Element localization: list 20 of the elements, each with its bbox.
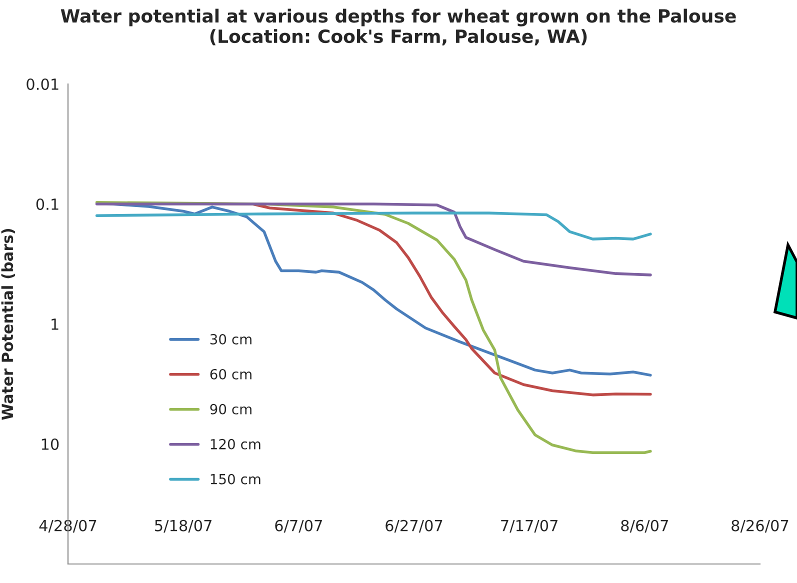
legend-label: 150 cm xyxy=(210,474,260,484)
legend-label: 30 cm xyxy=(210,334,252,344)
x-tick-label: 6/27/07 xyxy=(386,520,442,533)
y-tick-label: 1 xyxy=(52,318,58,330)
y-tick-label: 0.01 xyxy=(26,78,58,90)
line-series xyxy=(95,212,652,240)
chart-title: Water potential at various depths for wheat grown on the Palouse (Location: Cook's Farm, Palouse, WA) xyxy=(60,8,736,46)
y-axis-title: Water Potential (bars) xyxy=(1,229,15,420)
y-tick-label: 10 xyxy=(42,438,59,450)
legend-label: 60 cm xyxy=(210,368,252,380)
x-tick-label: 4/28/07 xyxy=(39,520,96,533)
legend-label: 90 cm xyxy=(210,404,252,414)
x-tick-label: 7/17/07 xyxy=(501,520,558,533)
x-tick-label: 5/18/07 xyxy=(155,520,212,533)
x-tick-label: 8/26/07 xyxy=(732,520,788,533)
legend-label: 120 cm xyxy=(210,438,260,450)
x-tick-label: 6/7/07 xyxy=(275,520,322,533)
y-tick-label: 0.1 xyxy=(36,198,58,210)
x-tick-label: 8/6/07 xyxy=(621,520,668,533)
line-series xyxy=(95,202,652,276)
